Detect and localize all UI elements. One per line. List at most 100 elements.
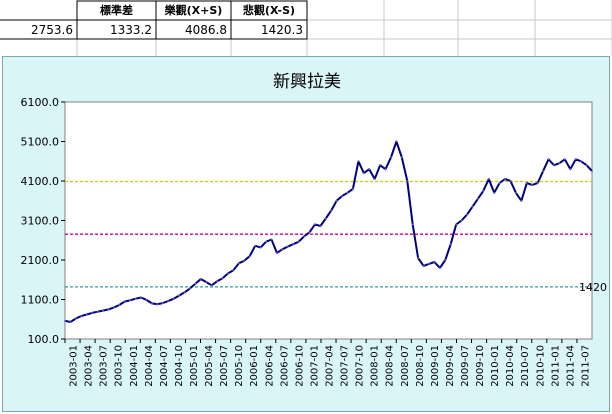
data-point xyxy=(199,278,202,280)
value-cell-mean[interactable]: 2753.6 xyxy=(31,23,73,37)
data-point xyxy=(455,223,458,226)
data-point xyxy=(390,156,392,159)
data-point xyxy=(330,209,333,212)
data-point xyxy=(509,180,512,182)
data-point xyxy=(498,182,501,184)
data-point xyxy=(156,303,159,306)
data-point xyxy=(411,223,414,226)
y-tick-label: 100.0 xyxy=(28,333,60,346)
x-tick-label: 2009-07 xyxy=(460,345,471,387)
x-tick-label: 2008-10 xyxy=(415,345,426,387)
data-point xyxy=(558,162,561,165)
y-tick-label: 4100.0 xyxy=(21,175,60,188)
data-point xyxy=(227,272,229,275)
x-tick-label: 2007-10 xyxy=(355,345,366,387)
data-point xyxy=(324,217,327,220)
data-point xyxy=(85,313,88,316)
data-point xyxy=(352,188,354,190)
x-tick-label: 2005-01 xyxy=(189,345,200,387)
data-point xyxy=(145,299,148,301)
x-tick-label: 2004-07 xyxy=(159,345,170,387)
x-tick-label: 2005-04 xyxy=(204,345,215,387)
data-point xyxy=(569,168,572,171)
y-tick-label: 2100.0 xyxy=(21,254,60,267)
data-point xyxy=(449,243,452,246)
data-point xyxy=(422,265,425,267)
chart-area[interactable]: 新興拉美 6100.0 5100.0 4100.0 3100.0 2100.0 1100.… xyxy=(2,56,610,412)
data-point xyxy=(346,191,349,194)
data-point xyxy=(585,164,588,167)
x-tick-label: 2004-01 xyxy=(129,345,140,387)
line-chart: 6100.0 5100.0 4100.0 3100.0 2100.0 1100.0 100.… xyxy=(21,96,608,387)
data-point xyxy=(493,191,496,194)
header-cell-pessimistic[interactable]: 悲觀(X-S) xyxy=(242,4,296,17)
data-point xyxy=(254,244,257,247)
data-point xyxy=(335,199,338,202)
x-tick-label: 2010-10 xyxy=(535,345,546,387)
data-point xyxy=(216,280,219,283)
data-point xyxy=(129,299,132,302)
data-point xyxy=(64,319,66,322)
data-point xyxy=(580,160,582,163)
value-cell-optimistic[interactable]: 4086.8 xyxy=(185,23,227,37)
data-point xyxy=(189,287,191,290)
data-point xyxy=(140,296,143,299)
data-point xyxy=(357,160,360,163)
data-point xyxy=(265,240,267,243)
data-point xyxy=(477,197,479,200)
x-tick-label: 2004-04 xyxy=(144,345,155,387)
x-tick-label: 2009-04 xyxy=(445,345,456,387)
x-tick-label: 2011-01 xyxy=(550,345,561,387)
value-cell-pessimistic[interactable]: 1420.3 xyxy=(261,23,303,37)
x-tick-label: 2004-10 xyxy=(174,345,185,387)
x-tick-label: 2006-07 xyxy=(279,345,290,387)
data-point xyxy=(531,184,534,186)
value-cell-stddev[interactable]: 1333.2 xyxy=(110,23,152,37)
data-point xyxy=(270,238,273,241)
data-point xyxy=(303,235,305,238)
data-point xyxy=(362,172,365,174)
data-point xyxy=(194,282,197,285)
data-point xyxy=(504,178,506,180)
data-point xyxy=(520,199,523,202)
data-point xyxy=(574,158,577,161)
x-tick-label: 2008-01 xyxy=(370,345,381,387)
data-point xyxy=(259,246,262,249)
header-cell-optimistic[interactable]: 樂觀(X+S) xyxy=(164,4,223,17)
data-point xyxy=(118,304,121,306)
data-point xyxy=(183,291,186,294)
x-tick-label: 2003-01 xyxy=(69,345,80,387)
y-tick-label: 6100.0 xyxy=(21,96,60,109)
x-tick-label: 2007-01 xyxy=(309,345,320,387)
data-point xyxy=(460,219,463,222)
data-point xyxy=(151,302,153,305)
data-point xyxy=(487,178,490,180)
header-cell-stddev[interactable]: 標準差 xyxy=(100,4,133,17)
data-point xyxy=(466,213,468,216)
data-point xyxy=(107,308,110,311)
data-point xyxy=(248,255,251,257)
data-point xyxy=(232,269,235,272)
x-tick-label: 2008-04 xyxy=(385,345,396,387)
data-point xyxy=(69,321,72,323)
data-point xyxy=(591,170,593,172)
data-point xyxy=(525,182,528,184)
data-point xyxy=(134,297,137,300)
x-tick-label: 2006-01 xyxy=(249,345,260,387)
x-tick-label: 2010-07 xyxy=(520,345,531,387)
data-point xyxy=(417,257,419,259)
data-point xyxy=(384,168,387,171)
x-tick-label: 2009-10 xyxy=(475,345,486,387)
x-tick-label: 2007-07 xyxy=(340,345,351,387)
x-tick-label: 2007-04 xyxy=(325,345,336,387)
data-point xyxy=(297,240,300,243)
x-tick-label: 2006-10 xyxy=(294,345,305,387)
x-tick-label: 2003-10 xyxy=(114,345,125,387)
data-point xyxy=(368,168,371,171)
data-point xyxy=(444,259,447,261)
data-point xyxy=(167,300,170,302)
data-point xyxy=(75,317,77,320)
chart-title: 新興拉美 xyxy=(273,72,341,92)
x-tick-label: 2008-07 xyxy=(400,345,411,387)
data-point xyxy=(161,302,164,304)
